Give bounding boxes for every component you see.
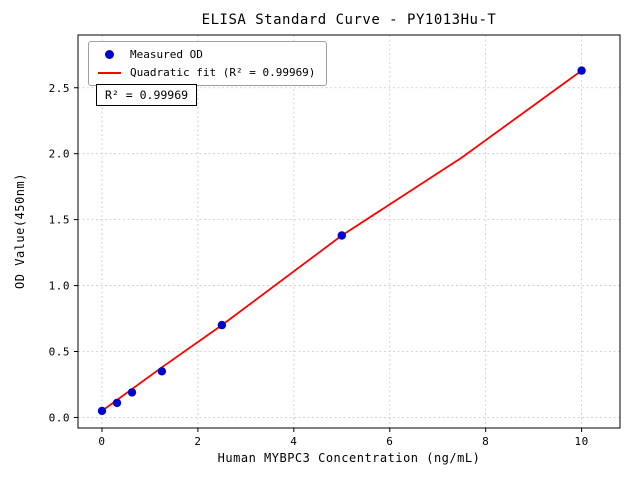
measured-od-point bbox=[97, 406, 107, 416]
y-tick-label: 1.0 bbox=[49, 280, 70, 293]
x-tick-label: 2 bbox=[194, 435, 201, 448]
legend-item-measured-od: Measured OD bbox=[98, 48, 315, 61]
measured-od-point bbox=[112, 398, 122, 408]
x-tick-label: 0 bbox=[98, 435, 105, 448]
plot-border bbox=[77, 34, 621, 429]
measured-od-point bbox=[157, 367, 167, 376]
legend-label-measured: Measured OD bbox=[130, 48, 203, 61]
legend-marker-measured bbox=[105, 50, 114, 59]
quadratic-fit-line bbox=[101, 69, 583, 412]
x-tick-label: 10 bbox=[575, 435, 589, 448]
y-tick-label: 0.0 bbox=[49, 411, 70, 424]
measured-od-point bbox=[337, 231, 346, 240]
measured-od-point bbox=[577, 66, 586, 75]
r-squared-annotation: R² = 0.99969 bbox=[96, 84, 198, 106]
y-tick-label: 2.5 bbox=[49, 82, 70, 95]
y-tick-label: 0.5 bbox=[49, 346, 70, 359]
legend-marker-fit bbox=[98, 71, 121, 74]
y-tick-label: 1.5 bbox=[49, 214, 70, 227]
measured-od-point bbox=[217, 320, 227, 330]
x-tick-label: 8 bbox=[482, 435, 489, 448]
measured-od-point bbox=[127, 388, 137, 397]
x-axis-label: Human MYBPC3 Concentration (ng/mL) bbox=[217, 451, 481, 465]
y-axis-label: OD Value(450nm) bbox=[13, 173, 27, 289]
legend-label-fit: Quadratic fit (R² = 0.99969) bbox=[130, 66, 316, 79]
chart-title: ELISA Standard Curve - PY1013Hu-T bbox=[201, 12, 497, 28]
chart-legend: Measured OD Quadratic fit (R² = 0.99969) bbox=[88, 41, 328, 86]
x-tick-label: 6 bbox=[386, 435, 393, 448]
y-tick-label: 2.0 bbox=[49, 148, 70, 161]
legend-item-quadratic-fit: Quadratic fit (R² = 0.99969) bbox=[98, 66, 315, 79]
x-tick-label: 4 bbox=[290, 435, 297, 448]
